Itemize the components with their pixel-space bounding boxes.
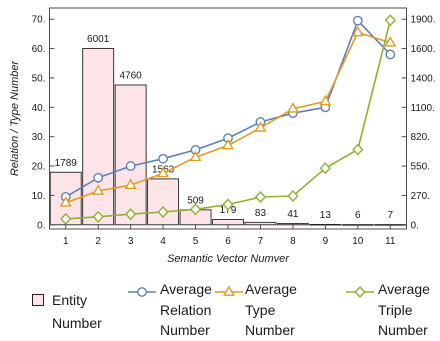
bar-value-label: 83 [255,208,267,219]
x-tick-label: 6 [225,236,231,247]
legend-label-entity-number: Entity Number [52,292,102,331]
y-tick-label-left: 10. [32,191,46,202]
legend-item-average-relation-number: Average Relation Number [127,279,220,341]
average-triple-number-point-3 [125,208,137,221]
bar-value-label: 1789 [55,158,78,169]
bar-value-label: 179 [220,205,237,216]
y-tick-label-left: 0. [37,220,45,231]
legend-item-entity-number: Entity Number [32,289,114,335]
average-triple-number-point-7 [254,190,267,204]
chart-legend: Entity Number Average Relation Number Av… [0,270,440,341]
average-triple-number-point-11 [384,14,396,27]
x-tick-label: 3 [128,236,134,247]
legend-item-average-type-number: Average Type Number [214,279,305,341]
average-relation-number-point-2 [93,172,104,183]
x-tick-label: 2 [95,236,101,247]
combo-chart-plot: 0. 0.10. 270.20. 550.30. 820.40. 1100.50. 1400… [9,7,436,265]
y-tick-label-left: 50. [32,73,46,84]
legend-label-average-type-number: Average Type Number [245,281,297,338]
average-triple-number-point-4 [157,205,169,219]
x-tick-label: 8 [290,236,296,247]
average-type-number-point-10 [351,25,364,37]
bar-value-label: 4760 [120,70,143,81]
average-type-number-point-3 [124,178,137,190]
line-series-group [59,14,397,225]
average-type-number-line [65,31,391,204]
average-type-number-point-6 [221,138,235,150]
y-tick-label-right: 0. [411,220,419,231]
legend-triangle-marker-icon [222,285,236,296]
y-axis-title: Relation / Type Number [9,59,21,176]
y-tick-label-right: 1100. [411,103,435,114]
average-relation-number-point-10 [352,15,363,26]
bar-value-label: 7 [387,210,393,221]
legend-diamond-line-icon [346,285,374,299]
legend-circle-marker-icon [137,287,147,297]
bar-value-label: 6001 [87,34,110,45]
x-axis-title: Semantic Vector Numver [167,253,290,265]
x-tick-label: 11 [385,236,396,247]
y-tick-label-left: 60. [32,44,46,55]
y-tick-label-right: 1900. [411,15,436,26]
y-tick-label-right: 550. [411,162,430,173]
bar-value-label: 509 [187,195,204,206]
average-type-number-point-1 [59,196,72,207]
average-triple-number-point-9 [319,162,331,175]
x-tick-label: 9 [323,236,329,247]
average-relation-number-point-4 [158,153,168,164]
average-triple-number-point-6 [222,198,234,211]
legend-label-average-triple-number: Average Triple Number [378,281,430,338]
average-triple-number-point-5 [189,203,202,216]
x-tick-label: 4 [160,236,166,247]
axes-frame: 0. 0.10. 270.20. 550.30. 820.40. 1100.50. 1400… [32,7,436,247]
x-tick-label: 10 [352,236,364,247]
legend-bar-swatch-icon [32,294,44,306]
average-triple-number-point-8 [287,189,299,202]
average-type-number-point-2 [92,184,105,195]
average-triple-number-point-1 [60,212,72,225]
average-type-number-point-8 [286,102,299,113]
bar-value-label: 41 [287,209,299,220]
average-type-number-point-9 [319,94,332,106]
x-tick-label: 5 [193,236,199,247]
average-type-number-point-7 [254,121,267,132]
y-tick-label-left: 30. [32,132,46,143]
y-tick-label-right: 270. [411,191,430,202]
y-tick-label-right: 1400. [411,73,436,84]
average-type-number-point-11 [384,36,397,47]
bar-entity-number-2 [82,48,115,226]
average-triple-number-line [65,20,392,220]
average-triple-number-point-10 [352,143,364,156]
average-triple-number-point-2 [92,210,104,223]
x-tick-label: 1 [63,236,69,247]
average-type-number-point-5 [189,150,202,162]
y-tick-label-left: 20. [32,162,46,173]
legend-triangle-line-icon [215,285,243,296]
y-tick-label-left: 40. [32,103,46,114]
x-tick-label: 7 [258,236,264,247]
bar-value-label: 13 [320,210,332,221]
bar-value-label: 6 [355,210,361,221]
average-relation-number-line [65,19,391,198]
bar-entity-number-3 [114,84,147,226]
y-tick-label-left: 70. [32,15,46,26]
average-relation-number-point-3 [125,161,136,171]
legend-label-average-relation-number: Average Relation Number [160,281,212,338]
legend-diamond-marker-icon [354,285,366,299]
y-tick-label-right: 820. [411,132,430,143]
average-relation-number-point-11 [385,49,396,60]
average-type-number-point-4 [157,166,170,178]
y-tick-label-right: 1600. [411,44,436,55]
legend-circle-line-icon [128,287,156,297]
legend-item-average-triple-number: Average Triple Number [345,279,438,341]
